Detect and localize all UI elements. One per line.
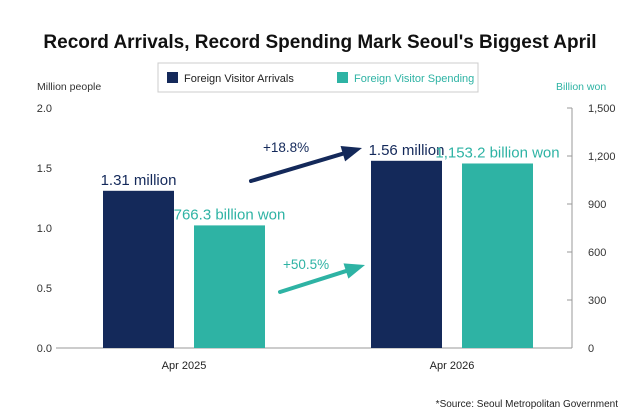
- spending-change-arrow-shaft: [278, 269, 348, 294]
- y-right-axis-title: Billion won: [556, 81, 606, 93]
- data-label-spending: 1,153.2 billion won: [435, 144, 559, 161]
- y-right-tick-label: 1,200: [588, 151, 616, 163]
- spending-change-label: +50.5%: [283, 257, 329, 272]
- y-right-tick-label: 600: [588, 247, 606, 259]
- y-right-axis: 0 300 600 900 1,200 1,500: [567, 103, 616, 355]
- x-category-label: Apr 2026: [430, 360, 475, 372]
- arrivals-change-arrow-shaft: [249, 151, 345, 183]
- chart-title: Record Arrivals, Record Spending Mark Se…: [43, 32, 596, 53]
- bar-arrivals: [103, 190, 174, 348]
- y-left-tick-label: 1.5: [37, 163, 52, 175]
- legend-label-arrivals: Foreign Visitor Arrivals: [184, 73, 294, 85]
- x-category-label: Apr 2025: [162, 360, 207, 372]
- source-note: *Source: Seoul Metropolitan Government: [436, 399, 619, 410]
- y-left-axis-title: Million people: [37, 81, 101, 93]
- legend-swatch-spending: [337, 72, 348, 83]
- y-left-tick-label: 2.0: [37, 103, 52, 115]
- y-left-tick-label: 0.5: [37, 283, 52, 295]
- y-right-tick-label: 900: [588, 199, 606, 211]
- change-arrows: +18.8% +50.5%: [249, 140, 365, 294]
- bars: [103, 160, 533, 348]
- data-labels: 1.31 million 766.3 billion won 1.56 millio…: [101, 142, 560, 224]
- bar-arrivals: [371, 160, 442, 348]
- legend-label-spending: Foreign Visitor Spending: [354, 73, 474, 85]
- data-label-arrivals: 1.31 million: [101, 172, 177, 189]
- data-label-spending: 766.3 billion won: [174, 206, 286, 223]
- legend-frame: [157, 62, 479, 93]
- y-left-axis: 0.0 0.5 1.0 1.5 2.0: [37, 103, 52, 355]
- y-right-tick-label: 1,500: [588, 103, 616, 115]
- y-left-tick-label: 1.0: [37, 223, 52, 235]
- spending-change-arrow-head: [343, 263, 365, 279]
- legend: Foreign Visitor Arrivals Foreign Visitor…: [157, 62, 479, 93]
- y-right-tick-label: 300: [588, 295, 606, 307]
- y-left-tick-label: 0.0: [37, 343, 52, 355]
- bar-spending: [194, 225, 265, 348]
- data-label-arrivals: 1.56 million: [369, 142, 445, 159]
- bar-spending: [462, 163, 533, 348]
- arrivals-change-label: +18.8%: [263, 140, 309, 155]
- y-right-tick-label: 0: [588, 343, 594, 355]
- x-axis-labels: Apr 2025 Apr 2026: [162, 360, 475, 372]
- arrivals-change-arrow-head: [340, 146, 362, 162]
- legend-swatch-arrivals: [167, 72, 178, 83]
